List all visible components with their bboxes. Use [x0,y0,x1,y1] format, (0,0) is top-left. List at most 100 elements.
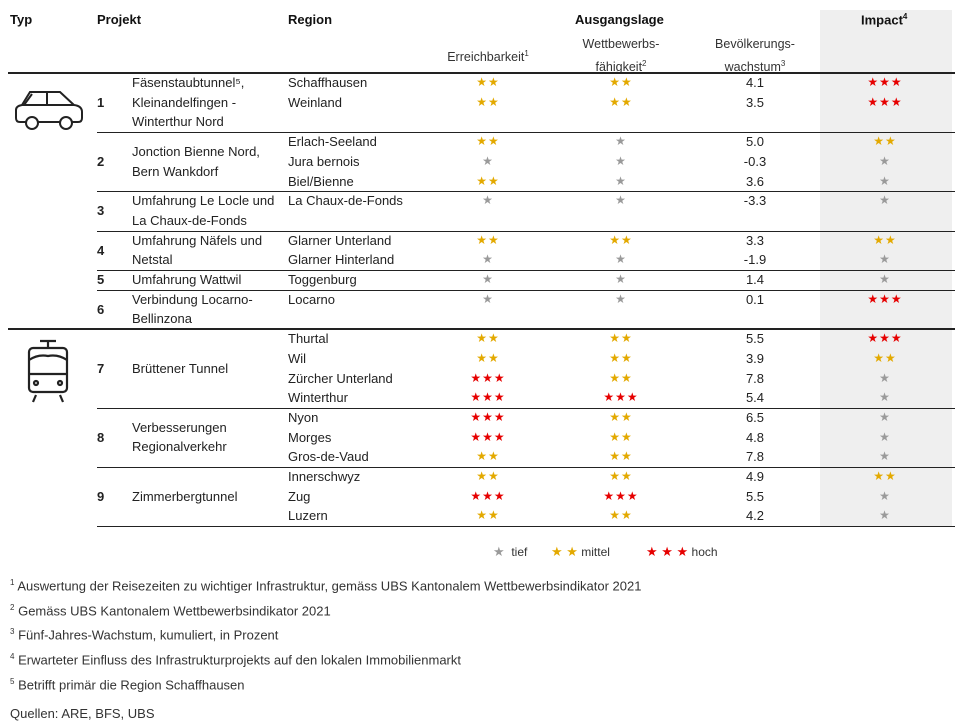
region-name: Biel/Bienne [288,173,354,189]
project-number: 1 [97,73,104,132]
region-name: Innerschwyz [288,469,361,484]
group-divider [97,270,955,271]
project-number: 9 [97,467,104,526]
wachstum-value: 6.5 [745,409,765,425]
project-number-label: 1 [97,95,105,111]
wachstum-value: 3.6 [745,173,765,189]
wachstum-value: 7.8 [745,449,765,465]
wettbewerb-rating-stars: ★★ [609,370,633,385]
project-number: 8 [97,408,104,467]
impact-rating-stars: ★★★ [867,94,903,109]
header-impact-label: Impact [861,12,903,28]
footnote-number: 1 [10,578,15,587]
impact-rating-stars: ★ [879,370,891,385]
region-name: Locarno [288,291,335,307]
wettbewerb-rating-stars: ★★★ [603,390,639,405]
project-name: Brüttener Tunnel [132,329,228,408]
project-name-line: Jonction Bienne Nord, [132,144,260,160]
header-impact: Impact4 [861,12,907,27]
header-wettbewerb: Wettbewerbs-fähigkeit2 [561,35,681,77]
wettbewerb-rating-stars: ★★ [609,429,633,444]
project-number-label: 9 [97,489,105,505]
footnote: 1 Auswertung der Reisezeiten zu wichtige… [10,578,641,593]
wettbewerb-rating-stars: ★★ [609,508,633,523]
project-number: 5 [97,270,104,290]
erreichbarkeit-rating-stars: ★★ [476,134,500,149]
train-icon [27,339,69,403]
wachstum-value: 4.2 [745,508,765,524]
erreichbarkeit-rating-stars: ★★ [476,469,500,483]
region-name: Erlach-Seeland [288,134,377,150]
region-name: Gros-de-Vaud [288,449,369,465]
project-number-label: 6 [97,301,105,317]
footnote-ref: 3 [780,59,786,68]
impact-rating-stars: ★★★ [867,331,903,346]
header-bevoelkerung-label: wachstum [724,60,781,75]
erreichbarkeit-rating-stars: ★★ [476,350,500,365]
region-name: Winterthur [288,390,348,406]
project-number-label: 8 [97,429,105,445]
wachstum-value: 7.8 [745,370,765,386]
footnote: 5 Betrifft primär die Region Schaffhause… [10,677,245,692]
project-name-line: Zimmerbergtunnel [132,488,238,504]
footnote-text: Erwarteter Einfluss des Infrastrukturpro… [18,652,461,668]
impact-column-background [820,10,952,527]
region-name: Thurtal [288,331,329,347]
header-erreichbarkeit: Erreichbarkeit1 [428,44,548,67]
footnote: 3 Fünf-Jahres-Wachstum, kumuliert, in Pr… [10,627,278,642]
erreichbarkeit-rating-stars: ★★★ [470,370,506,385]
erreichbarkeit-rating-stars: ★ [482,291,494,306]
erreichbarkeit-rating-stars: ★★★ [470,429,506,444]
wettbewerb-rating-stars: ★★ [609,469,633,483]
region-name: Morges [288,429,332,445]
impact-rating-stars: ★★★ [867,75,903,89]
impact-rating-stars: ★ [879,488,891,503]
erreichbarkeit-rating-stars: ★ [482,153,494,168]
wettbewerb-rating-stars: ★★ [609,350,633,365]
group-divider [97,191,955,193]
wettbewerb-rating-stars: ★★★ [603,488,639,503]
wachstum-value: 4.8 [745,429,765,445]
region-name: Schaffhausen [288,75,368,90]
star-icon: ★ [493,544,505,559]
project-name-line: Bellinzona [132,311,192,327]
wettbewerb-rating-stars: ★ [615,173,627,188]
wachstum-value: 3.3 [745,232,765,248]
erreichbarkeit-rating-stars: ★★ [476,232,500,247]
wachstum-value: 4.1 [745,75,765,90]
region-name: Zug [288,488,311,504]
project-number-label: 7 [97,360,105,376]
erreichbarkeit-rating-stars: ★★ [476,173,500,188]
header-ausgangslage: Ausgangslage [575,12,664,27]
project-name: Zimmerbergtunnel [132,467,238,526]
impact-rating-stars: ★ [879,390,891,405]
project-name-line: Verbesserungen [132,419,227,435]
erreichbarkeit-rating-stars: ★★★ [470,390,506,405]
project-number: 3 [97,191,104,230]
footnote-text: Fünf-Jahres-Wachstum, kumuliert, in Proz… [18,627,279,643]
wachstum-value: 4.9 [745,469,765,484]
header-bevoelkerung: Bevölkerungs-wachstum3 [695,35,815,77]
wettbewerb-rating-stars: ★ [615,291,627,306]
project-number: 6 [97,290,104,329]
footnote-text: Auswertung der Reisezeiten zu wichtiger … [17,578,642,594]
project-number-label: 3 [97,203,105,219]
erreichbarkeit-rating-stars: ★★★ [470,488,506,503]
region-name: Zürcher Unterland [288,370,393,386]
legend-label: hoch [691,545,718,559]
erreichbarkeit-rating-stars: ★★ [476,94,500,109]
wettbewerb-rating-stars: ★ [615,153,627,168]
region-name: Nyon [288,409,319,425]
erreichbarkeit-rating-stars: ★★ [476,449,500,464]
project-name: Verbindung Locarno- Bellinzona [132,290,253,329]
impact-rating-stars: ★ [879,272,891,286]
header-bevoelkerung-line2: wachstum3 [695,54,815,77]
wachstum-value: 3.5 [745,94,765,110]
project-name-line: Fäsenstaubtunnel⁵, [132,75,245,91]
erreichbarkeit-rating-stars: ★★ [476,331,500,346]
project-name-line: Kleinandelfingen - [132,94,237,110]
impact-rating-stars: ★ [879,449,891,464]
project-name-line: Verbindung Locarno- [132,291,253,307]
impact-rating-stars: ★ [879,193,891,208]
erreichbarkeit-rating-stars: ★ [482,272,494,286]
